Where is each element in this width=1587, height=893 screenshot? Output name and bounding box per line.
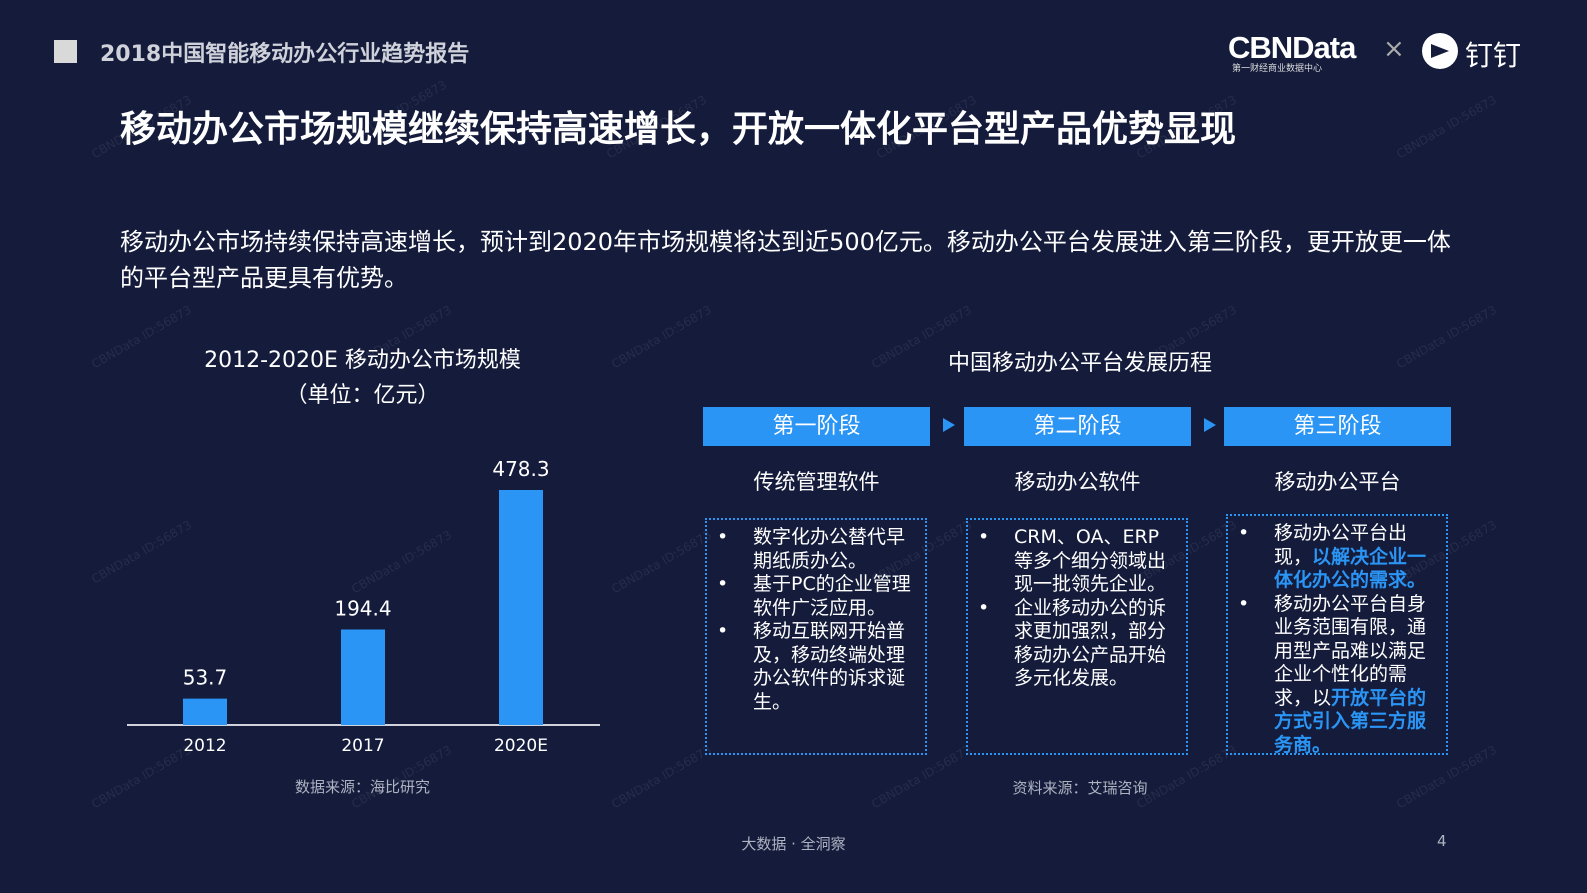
stage-name: 传统管理软件 — [753, 470, 880, 494]
stage-name: 移动办公平台 — [1274, 470, 1401, 494]
stage-box: CRM、OA、ERP等多个细分领域出现一批领先企业。企业移动办公的诉求更加强烈，… — [966, 518, 1188, 755]
x-tick-label: 2012 — [183, 736, 226, 756]
data-label: 53.7 — [183, 666, 228, 690]
arrow-right-icon — [1204, 418, 1216, 432]
stage-name: 移动办公软件 — [1014, 470, 1141, 494]
chart-title-text: 2012-2020E 移动办公市场规模 — [204, 348, 521, 373]
bullet-item: 基于PC的企业管理软件广泛应用。 — [707, 573, 915, 620]
chart-title: 2012-2020E 移动办公市场规模 （单位：亿元） — [130, 343, 595, 413]
bullet-item: CRM、OA、ERP等多个细分领域出现一批领先企业。 — [968, 526, 1176, 597]
watermark: CBNData ID:56873 — [1394, 92, 1499, 162]
page-number: 4 — [1437, 832, 1447, 850]
cbndata-logo-sub: 第一财经商业数据中心 — [1232, 64, 1323, 74]
bullet-item: 移动互联网开始普及，移动终端处理办公软件的诉求诞生。 — [707, 620, 915, 714]
bullet-item: 企业移动办公的诉求更加强烈，部分移动办公产品开始多元化发展。 — [968, 597, 1176, 691]
arrow-right-icon — [943, 418, 955, 432]
x-tick-label: 2017 — [341, 736, 384, 756]
bullet-item: 移动办公平台出现，以解决企业一体化办公的需求。 — [1228, 522, 1436, 593]
bullet-item: 数字化办公替代早期纸质办公。 — [707, 526, 915, 573]
x-tick-label: 2020E — [494, 736, 548, 756]
bar — [341, 629, 385, 725]
bar — [183, 698, 227, 725]
data-label: 194.4 — [334, 596, 391, 620]
stage-header: 第一阶段 — [703, 407, 930, 446]
watermark: CBNData ID:56873 — [609, 742, 714, 812]
header-square-icon — [54, 40, 77, 63]
stage-header: 第二阶段 — [964, 407, 1191, 446]
stage-header: 第三阶段 — [1224, 407, 1451, 446]
dingtalk-logo-text: 钉钉 — [1465, 39, 1522, 72]
description: 移动办公市场持续保持高速增长，预计到2020年市场规模将达到近500亿元。移动办… — [120, 228, 1451, 292]
stage-box: 数字化办公替代早期纸质办公。基于PC的企业管理软件广泛应用。移动互联网开始普及，… — [705, 518, 927, 755]
watermark: CBNData ID:56873 — [609, 527, 714, 597]
footer-slogan: 大数据 · 全洞察 — [741, 835, 846, 853]
cbndata-logo: CBNData — [1228, 30, 1356, 65]
dingtalk-logo-icon — [1422, 33, 1458, 69]
watermark: CBNData ID:56873 — [609, 302, 714, 372]
diagram-source: 资料来源：艾瑞咨询 — [1012, 779, 1148, 797]
chart-subtitle: （单位：亿元） — [285, 383, 440, 408]
report-title: 2018中国智能移动办公行业趋势报告 — [100, 42, 470, 67]
stage-box: 移动办公平台出现，以解决企业一体化办公的需求。移动办公平台自身业务范围有限，通用… — [1226, 514, 1448, 758]
data-label: 478.3 — [492, 457, 549, 481]
bar-chart: 53.7 2012 194.4 2017 478.3 2020E — [127, 457, 600, 756]
page-title: 移动办公市场规模继续保持高速增长，开放一体化平台型产品优势显现 — [120, 109, 1237, 150]
bar — [499, 490, 543, 725]
bullet-item: 移动办公平台自身业务范围有限，通用型产品难以满足企业个性化的需求，以开放平台的方… — [1228, 593, 1436, 758]
diagram-title: 中国移动办公平台发展历程 — [947, 351, 1212, 376]
collab-x: × — [1383, 34, 1405, 64]
chart-source: 数据来源：海比研究 — [294, 778, 430, 796]
